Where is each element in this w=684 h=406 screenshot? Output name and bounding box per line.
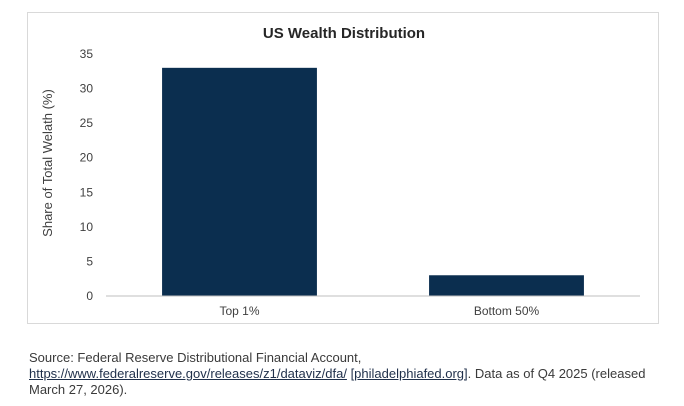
caption-prefix: Source: Federal Reserve Distributional F… (29, 350, 362, 365)
y-tick-label: 10 (80, 220, 94, 234)
bar-top-1 (162, 67, 317, 296)
federal-reserve-link[interactable]: https://www.federalreserve.gov/releases/… (29, 366, 347, 381)
bar-chart: US Wealth Distribution Share of Total We… (40, 25, 640, 318)
x-axis-ticks: Top 1% Bottom 50% (219, 304, 539, 318)
y-axis-label: Share of Total Welath (%) (40, 89, 55, 237)
caption-suffix: . Data as of Q4 2025 (released March 27,… (29, 366, 646, 397)
x-tick-label: Top 1% (219, 304, 259, 318)
y-tick-label: 0 (86, 289, 93, 303)
philadelphia-fed-link[interactable]: [philadelphiafed.org] (350, 366, 468, 381)
x-tick-label: Bottom 50% (474, 304, 540, 318)
y-axis-ticks: 0 5 10 15 20 25 30 35 (80, 47, 94, 303)
y-tick-label: 35 (80, 47, 94, 61)
chart-frame: US Wealth Distribution Share of Total We… (27, 12, 659, 324)
y-tick-label: 5 (86, 254, 93, 268)
y-tick-label: 30 (80, 82, 94, 96)
y-tick-label: 15 (80, 185, 94, 199)
source-caption: Source: Federal Reserve Distributional F… (29, 350, 659, 398)
chart-title: US Wealth Distribution (263, 25, 425, 42)
bar-bottom-50 (429, 275, 584, 296)
y-tick-label: 20 (80, 151, 94, 165)
y-tick-label: 25 (80, 116, 94, 130)
bars (162, 67, 584, 296)
